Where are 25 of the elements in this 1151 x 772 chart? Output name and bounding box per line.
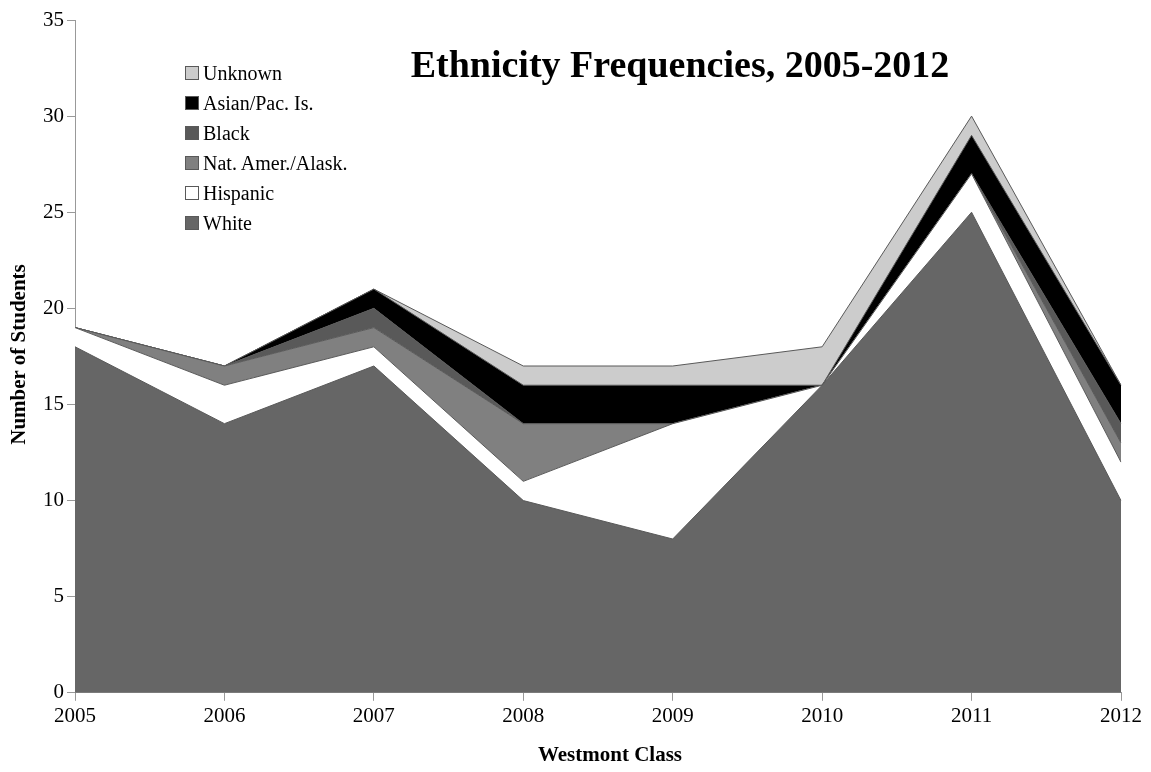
- legend-label: White: [203, 211, 252, 236]
- legend-label: Asian/Pac. Is.: [203, 91, 314, 116]
- x-tick-label: 2007: [352, 702, 395, 727]
- y-tick-label: 35: [43, 6, 64, 31]
- x-tick-label: 2010: [801, 702, 844, 727]
- y-tick-label: 5: [53, 583, 64, 608]
- y-tick-label: 20: [43, 294, 64, 319]
- legend-label: Nat. Amer./Alask.: [203, 151, 348, 176]
- legend-label: Black: [203, 121, 250, 146]
- y-axis-title: Number of Students: [5, 263, 31, 447]
- x-tick-label: 2006: [203, 702, 246, 727]
- x-tick-label: 2011: [950, 702, 993, 727]
- x-tick-label: 2005: [54, 702, 96, 727]
- y-tick-label: 30: [43, 102, 64, 127]
- y-tick-label: 15: [43, 390, 64, 415]
- text: Ethnicity Frequencies, 2005-2012: [409, 42, 951, 86]
- x-tick-label: 2012: [1100, 702, 1142, 727]
- y-tick-label: 25: [43, 198, 64, 223]
- x-tick-label: 2009: [651, 702, 694, 727]
- x-tick-label: 2008: [502, 702, 545, 727]
- legend-label: Hispanic: [203, 181, 275, 207]
- x-axis-title: Westmont Class: [536, 742, 684, 767]
- y-tick-label: 10: [43, 487, 64, 512]
- y-tick-label: 0: [53, 679, 64, 704]
- legend-label: Unknown: [203, 61, 282, 86]
